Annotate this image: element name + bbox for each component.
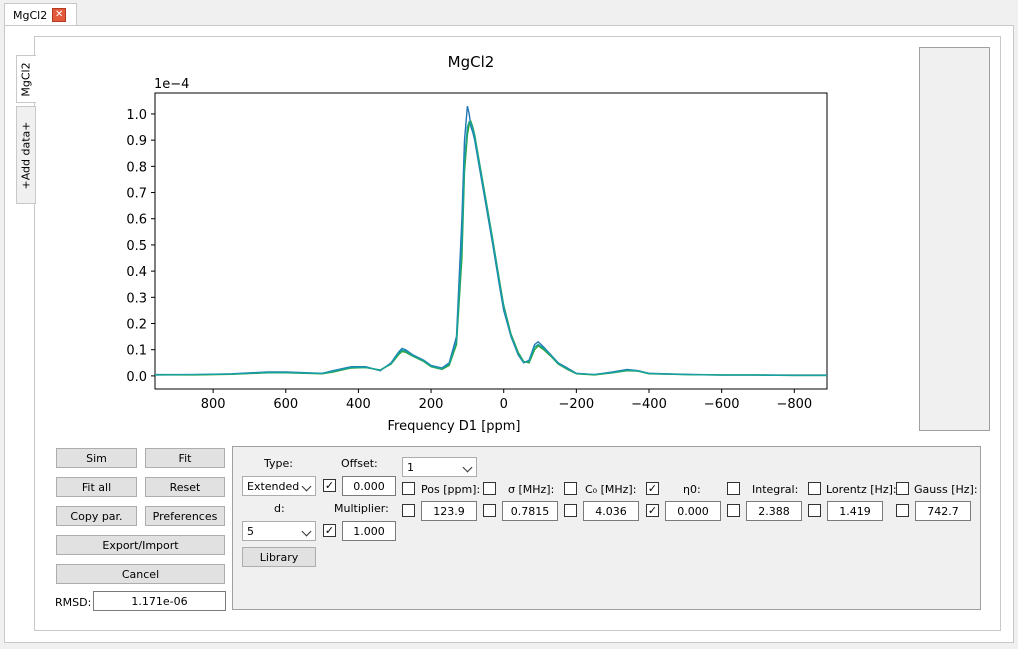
y-tick-label: 1.0 xyxy=(126,108,147,123)
x-tick-label: −400 xyxy=(631,397,667,412)
type-select[interactable]: Extended xyxy=(242,476,316,496)
rmsd-label: RMSD: xyxy=(55,596,92,609)
type-label: Type: xyxy=(264,457,293,470)
lorentz-checkbox[interactable] xyxy=(808,504,821,517)
y-tick-label: 0.8 xyxy=(126,160,147,175)
cq-checkbox[interactable] xyxy=(564,504,577,517)
x-axis-label: Frequency D1 [ppm] xyxy=(387,419,520,434)
sim-button[interactable]: Sim xyxy=(56,448,137,468)
d-select[interactable]: 5 xyxy=(242,521,316,541)
lorentz-fix-checkbox-header[interactable] xyxy=(808,482,821,495)
offset-field[interactable]: 0.000 xyxy=(342,476,396,496)
library-button[interactable]: Library xyxy=(242,547,316,567)
document-tab[interactable]: MgCl2 ✕ xyxy=(4,3,77,26)
tab-mgcl2-label: MgCl2 xyxy=(20,61,33,97)
sigma-fix-checkbox-header[interactable] xyxy=(483,482,496,495)
y-tick-label: 0.1 xyxy=(126,344,147,359)
chart-title: MgCl2 xyxy=(448,53,495,71)
pos-fix-checkbox-header[interactable] xyxy=(402,482,415,495)
copy-par-button[interactable]: Copy par. xyxy=(56,506,137,526)
gauss-field[interactable]: 742.7 xyxy=(915,501,971,521)
chevron-down-icon xyxy=(462,462,473,473)
offset-checkbox[interactable]: ✓ xyxy=(323,479,336,492)
sigma-field[interactable]: 0.7815 xyxy=(502,501,558,521)
gauss-fix-checkbox-header[interactable] xyxy=(896,482,909,495)
integral-checkbox[interactable] xyxy=(727,504,740,517)
pos-checkbox[interactable] xyxy=(402,504,415,517)
tab-mgcl2[interactable]: MgCl2 xyxy=(16,55,36,103)
plot-area xyxy=(154,92,828,390)
sigma-label: σ [MHz]: xyxy=(508,483,555,496)
y-tick-label: 0.5 xyxy=(126,239,147,254)
cq-field[interactable]: 4.036 xyxy=(583,501,639,521)
y-tick-label: 0.7 xyxy=(126,187,147,202)
y-tick-label: 0.0 xyxy=(126,370,147,385)
d-label: d: xyxy=(274,502,285,515)
pos-field[interactable]: 123.9 xyxy=(421,501,477,521)
gauss-checkbox[interactable] xyxy=(896,504,909,517)
fit-button[interactable]: Fit xyxy=(145,448,225,468)
cq-label: C₀ [MHz]: xyxy=(585,483,637,496)
chevron-down-icon xyxy=(301,481,312,492)
eta-fix-checkbox-header[interactable]: ✓ xyxy=(646,482,659,495)
y-tick-label: 0.6 xyxy=(126,213,147,228)
tab-add-data[interactable]: +Add data+ xyxy=(16,106,36,204)
eta-field[interactable]: 0.000 xyxy=(665,501,721,521)
cancel-button[interactable]: Cancel xyxy=(56,564,225,584)
eta-checkbox[interactable]: ✓ xyxy=(646,504,659,517)
offset-label: Offset: xyxy=(341,457,378,470)
x-tick-label: 800 xyxy=(201,397,226,412)
x-tick-label: −800 xyxy=(776,397,812,412)
x-tick-label: 0 xyxy=(500,397,508,412)
cq-fix-checkbox-header[interactable] xyxy=(564,482,577,495)
fit-all-button[interactable]: Fit all xyxy=(56,477,137,497)
y-tick-label: 0.9 xyxy=(126,134,147,149)
offset-label: 1e−4 xyxy=(154,77,189,92)
multiplier-checkbox[interactable]: ✓ xyxy=(323,524,336,537)
integral-label: Integral: xyxy=(752,483,799,496)
lorentz-label: Lorentz [Hz]: xyxy=(826,483,897,496)
y-tick-label: 0.2 xyxy=(126,318,147,333)
x-tick-label: −200 xyxy=(559,397,595,412)
type-select-value: Extended xyxy=(247,479,300,493)
sigma-checkbox[interactable] xyxy=(483,504,496,517)
y-tick-label: 0.4 xyxy=(126,265,147,280)
x-tick-label: 200 xyxy=(419,397,444,412)
d-select-value: 5 xyxy=(247,524,254,538)
chevron-down-icon xyxy=(301,526,312,537)
site-select[interactable]: 1 xyxy=(402,457,477,477)
x-tick-label: 600 xyxy=(273,397,298,412)
x-tick-label: 400 xyxy=(346,397,371,412)
pos-label: Pos [ppm]: xyxy=(421,483,481,496)
integral-fix-checkbox-header[interactable] xyxy=(727,482,740,495)
export-import-button[interactable]: Export/Import xyxy=(56,535,225,555)
multiplier-label: Multiplier: xyxy=(334,502,389,515)
preferences-button[interactable]: Preferences xyxy=(145,506,225,526)
spectrum-chart[interactable]: MgCl2 1e−4 800 600 400 200 0 −200 −400 −600 −800 0.… xyxy=(100,45,840,440)
site-select-value: 1 xyxy=(407,460,414,474)
reset-button[interactable]: Reset xyxy=(145,477,225,497)
integral-field[interactable]: 2.388 xyxy=(746,501,802,521)
x-tick-label: −600 xyxy=(704,397,740,412)
gauss-label: Gauss [Hz]: xyxy=(914,483,978,496)
rmsd-value: 1.171e-06 xyxy=(93,591,226,611)
tab-add-data-label: +Add data+ xyxy=(19,120,33,190)
side-panel xyxy=(919,47,990,431)
y-tick-label: 0.3 xyxy=(126,291,147,306)
multiplier-field[interactable]: 1.000 xyxy=(342,521,396,541)
series-line-2 xyxy=(154,120,827,377)
close-icon[interactable]: ✕ xyxy=(52,8,67,22)
lorentz-field[interactable]: 1.419 xyxy=(827,501,883,521)
eta-label: η0: xyxy=(683,483,701,496)
document-tab-label: MgCl2 xyxy=(13,8,48,22)
